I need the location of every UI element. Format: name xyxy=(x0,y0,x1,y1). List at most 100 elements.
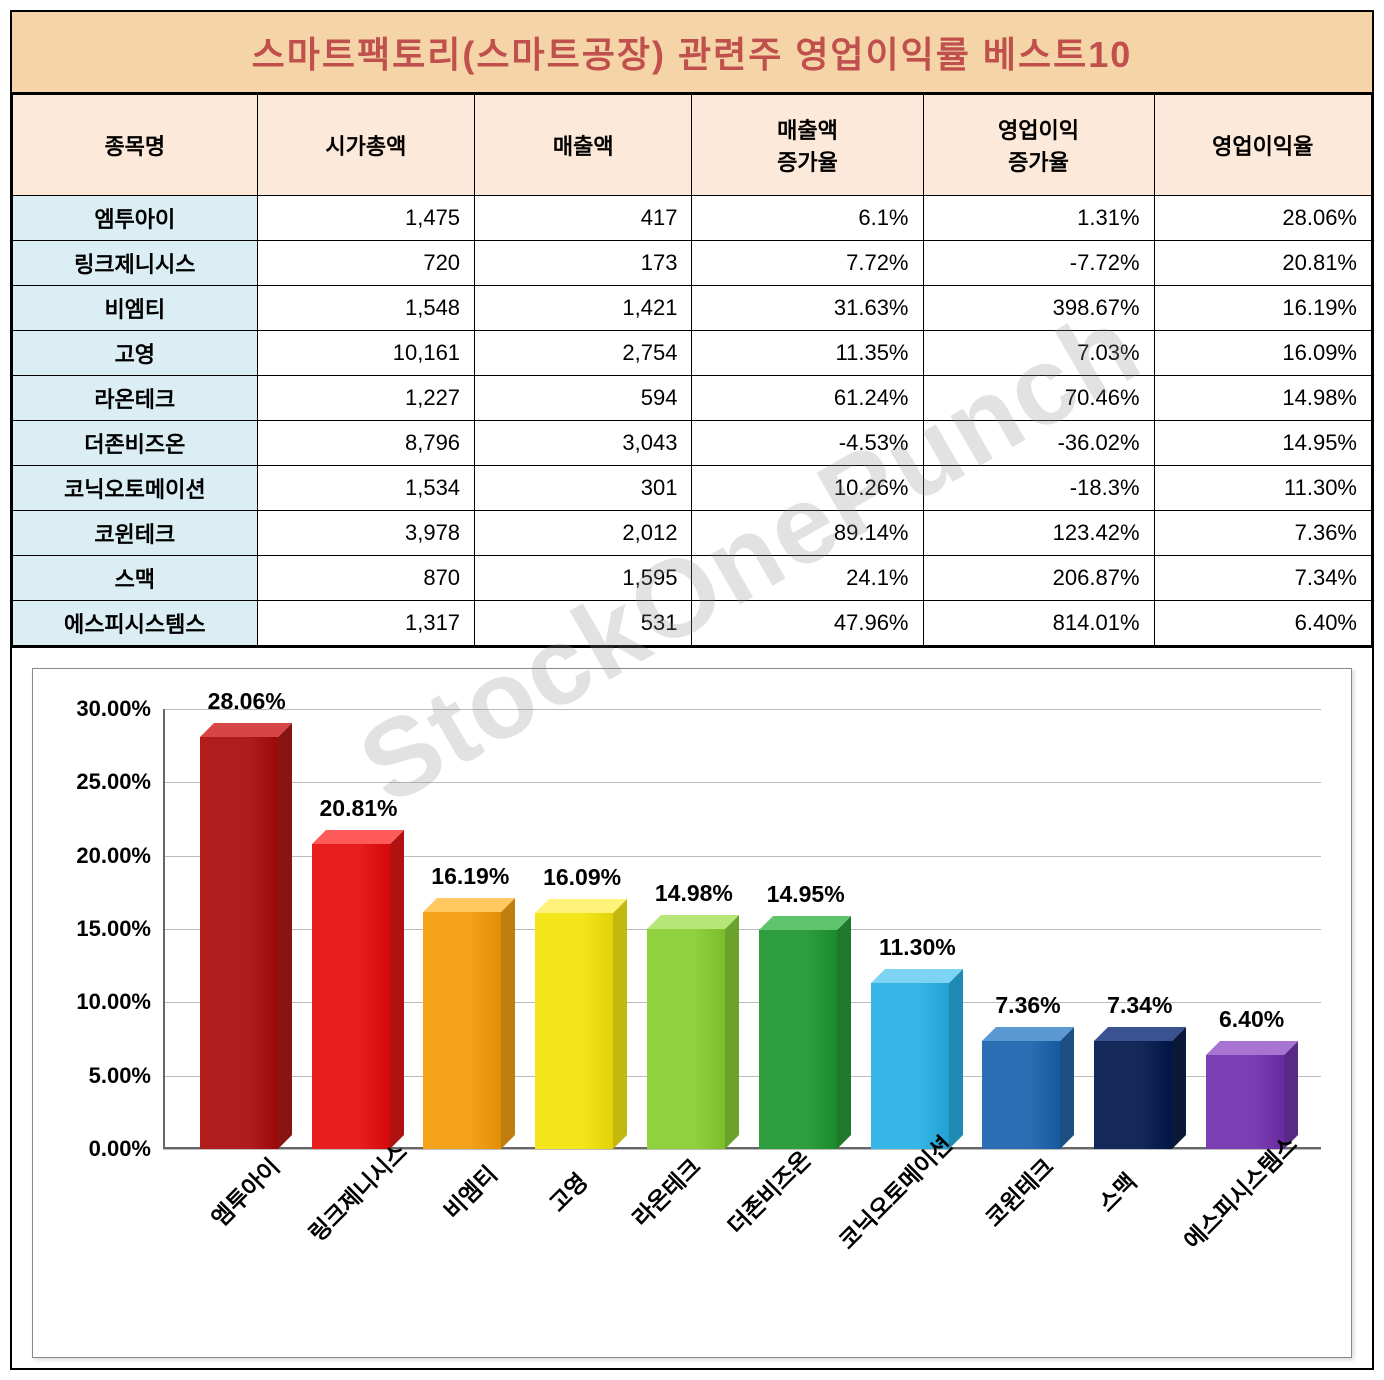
row-value: -36.02% xyxy=(923,421,1154,466)
table-header-1: 시가총액 xyxy=(257,95,474,196)
row-value: 173 xyxy=(475,241,692,286)
row-value: 8,796 xyxy=(257,421,474,466)
row-value: 28.06% xyxy=(1154,196,1371,241)
grid-line xyxy=(163,1149,1321,1150)
bar-front xyxy=(871,983,949,1149)
row-value: 417 xyxy=(475,196,692,241)
bar-side-face xyxy=(949,969,963,1149)
bar-side-face xyxy=(1060,1027,1074,1149)
bar-front xyxy=(647,929,725,1149)
table-row: 고영10,1612,75411.35%7.03%16.09% xyxy=(13,331,1372,376)
row-value: 1.31% xyxy=(923,196,1154,241)
chart-canvas: 0.00%5.00%10.00%15.00%20.00%25.00%30.00%… xyxy=(32,668,1352,1358)
row-value: 206.87% xyxy=(923,556,1154,601)
row-value: 47.96% xyxy=(692,601,923,646)
row-value: 14.95% xyxy=(1154,421,1371,466)
row-value: 1,595 xyxy=(475,556,692,601)
x-axis-labels: 엠투아이링크제니시스비엠티고영라온테크더존비즈온코닉오토메이션코윈테크스맥에스피… xyxy=(163,1159,1321,1213)
bar-slot: 7.34% xyxy=(1077,709,1189,1149)
bar-slot: 7.36% xyxy=(966,709,1078,1149)
row-value: 6.40% xyxy=(1154,601,1371,646)
bar-top-face xyxy=(200,723,292,737)
table-header-2: 매출액 xyxy=(475,95,692,196)
bar-front xyxy=(423,912,501,1149)
row-value: 10,161 xyxy=(257,331,474,376)
bar-slot: 16.19% xyxy=(407,709,519,1149)
row-value: -7.72% xyxy=(923,241,1154,286)
bar-slot: 14.95% xyxy=(742,709,854,1149)
y-tick-label: 5.00% xyxy=(89,1063,163,1089)
bar-value-label: 7.34% xyxy=(1107,992,1172,1019)
table-row: 스맥8701,59524.1%206.87%7.34% xyxy=(13,556,1372,601)
x-tick-label: 라온테크 xyxy=(619,1144,712,1237)
row-value: 11.30% xyxy=(1154,466,1371,511)
data-table: 종목명시가총액매출액매출액증가율영업이익증가율영업이익율 엠투아이1,47541… xyxy=(12,94,1372,646)
row-value: 1,227 xyxy=(257,376,474,421)
bar-slot: 6.40% xyxy=(1189,709,1301,1149)
x-tick-label: 스맥 xyxy=(1069,1144,1162,1237)
bar-front xyxy=(1094,1041,1172,1149)
y-tick-label: 0.00% xyxy=(89,1136,163,1162)
row-value: 7.03% xyxy=(923,331,1154,376)
row-value: 301 xyxy=(475,466,692,511)
row-value: 814.01% xyxy=(923,601,1154,646)
bar-value-label: 11.30% xyxy=(879,934,956,961)
bar-top-face xyxy=(759,916,851,930)
row-name: 링크제니시스 xyxy=(13,241,258,286)
x-tick-label: 링크제니시스 xyxy=(300,1134,414,1248)
row-value: -4.53% xyxy=(692,421,923,466)
bar: 11.30% xyxy=(871,983,949,1149)
bar-value-label: 16.09% xyxy=(543,864,621,891)
bar-value-label: 14.95% xyxy=(767,881,845,908)
row-value: 7.36% xyxy=(1154,511,1371,556)
bar-side-face xyxy=(1172,1027,1186,1149)
plot-area: 0.00%5.00%10.00%15.00%20.00%25.00%30.00%… xyxy=(163,709,1321,1149)
bar-value-label: 6.40% xyxy=(1219,1006,1284,1033)
bar-front xyxy=(535,913,613,1149)
row-value: 531 xyxy=(475,601,692,646)
row-value: 398.67% xyxy=(923,286,1154,331)
table-row: 라온테크1,22759461.24%70.46%14.98% xyxy=(13,376,1372,421)
bar-value-label: 7.36% xyxy=(995,992,1060,1019)
bar: 16.19% xyxy=(423,912,501,1149)
row-value: 2,754 xyxy=(475,331,692,376)
bar: 20.81% xyxy=(312,844,390,1149)
report-title: 스마트팩토리(스마트공장) 관련주 영업이익률 베스트10 xyxy=(12,12,1372,94)
bar: 14.98% xyxy=(647,929,725,1149)
row-value: 3,043 xyxy=(475,421,692,466)
bar-front xyxy=(312,844,390,1149)
row-value: 14.98% xyxy=(1154,376,1371,421)
bar-front xyxy=(982,1041,1060,1149)
bar-front xyxy=(759,930,837,1149)
bar: 28.06% xyxy=(200,737,278,1149)
y-tick-label: 30.00% xyxy=(76,696,163,722)
x-tick-label: 코윈테크 xyxy=(971,1144,1064,1237)
row-name: 비엠티 xyxy=(13,286,258,331)
bar-top-face xyxy=(535,899,627,913)
bar: 16.09% xyxy=(535,913,613,1149)
row-value: 1,548 xyxy=(257,286,474,331)
row-name: 고영 xyxy=(13,331,258,376)
row-value: 870 xyxy=(257,556,474,601)
bar-value-label: 28.06% xyxy=(208,688,286,715)
y-tick-label: 25.00% xyxy=(76,769,163,795)
table-row: 에스피시스템스1,31753147.96%814.01%6.40% xyxy=(13,601,1372,646)
bar-top-face xyxy=(982,1027,1074,1041)
row-value: 11.35% xyxy=(692,331,923,376)
bar-slot: 28.06% xyxy=(183,709,295,1149)
table-header-3: 매출액증가율 xyxy=(692,95,923,196)
bar-side-face xyxy=(725,915,739,1149)
bar-side-face xyxy=(501,898,515,1149)
bar-value-label: 16.19% xyxy=(431,863,509,890)
bar-top-face xyxy=(312,830,404,844)
x-tick-label: 비엠티 xyxy=(422,1144,515,1237)
row-name: 코닉오토메이션 xyxy=(13,466,258,511)
table-row: 코윈테크3,9782,01289.14%123.42%7.36% xyxy=(13,511,1372,556)
row-value: 20.81% xyxy=(1154,241,1371,286)
table-row: 코닉오토메이션1,53430110.26%-18.3%11.30% xyxy=(13,466,1372,511)
table-header-5: 영업이익율 xyxy=(1154,95,1371,196)
bar-slot: 20.81% xyxy=(295,709,407,1149)
y-tick-label: 15.00% xyxy=(76,916,163,942)
row-value: 31.63% xyxy=(692,286,923,331)
row-value: 89.14% xyxy=(692,511,923,556)
